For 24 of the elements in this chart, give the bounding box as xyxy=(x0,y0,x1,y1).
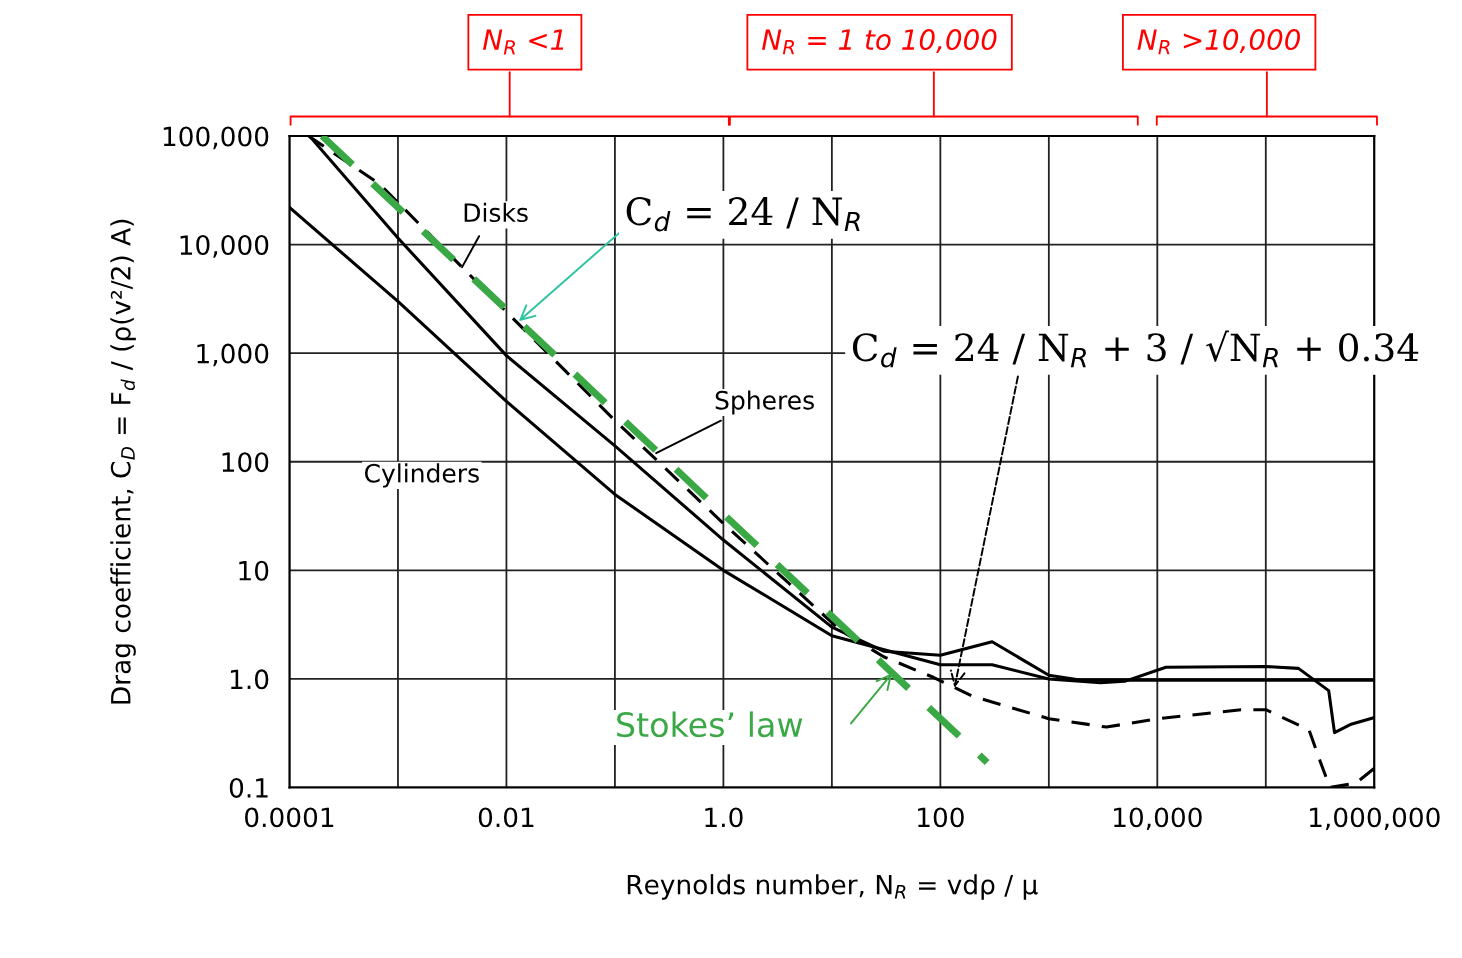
annotation: Cylinders xyxy=(364,463,479,488)
y-tick-label: 1.0 xyxy=(230,669,269,690)
annotation: Stokes’ law xyxy=(617,711,803,738)
x-tick-label: 1.0 xyxy=(705,807,743,828)
x-tick-label: 1,000,000 xyxy=(1310,807,1440,831)
text: N$_{R}$ <1 xyxy=(482,29,564,55)
y-tick-label: 0.1 xyxy=(229,777,268,798)
x-tick-label: 0.01 xyxy=(478,807,534,828)
x-tick-label: 100 xyxy=(918,807,964,828)
y-tick-label: 1,000 xyxy=(197,343,269,367)
x-tick-label: 10,000 xyxy=(1114,807,1202,831)
x-tick-label: 0.0001 xyxy=(245,807,334,828)
annotation: C$_{d}$ = 24 / N$_{R}$ + 3 / √N$_{R}$ + 0.34 xyxy=(852,330,1419,368)
y-tick-label: 100 xyxy=(222,452,269,473)
y-tick-label: 100,000 xyxy=(163,126,269,150)
y-tick-label: 10,000 xyxy=(180,235,269,258)
y-tick-label: 10 xyxy=(239,560,269,581)
annotation: C$_{d}$ = 24 / N$_{R}$ xyxy=(626,197,860,232)
x-axis-title: Reynolds number, N$_{R}$ = vdρ / μ xyxy=(627,874,1038,900)
annotation: Spheres xyxy=(715,390,814,415)
annotation: Disks xyxy=(464,202,528,223)
y-axis-title: Drag coefficient, C$_{D}$ = F$_{d}$ / (ρ(v²/2) A) xyxy=(110,219,136,704)
text: N$_{R}$ = 1 to 10,000 xyxy=(762,29,997,55)
text: N$_{R}$ >10,000 xyxy=(1137,29,1301,55)
